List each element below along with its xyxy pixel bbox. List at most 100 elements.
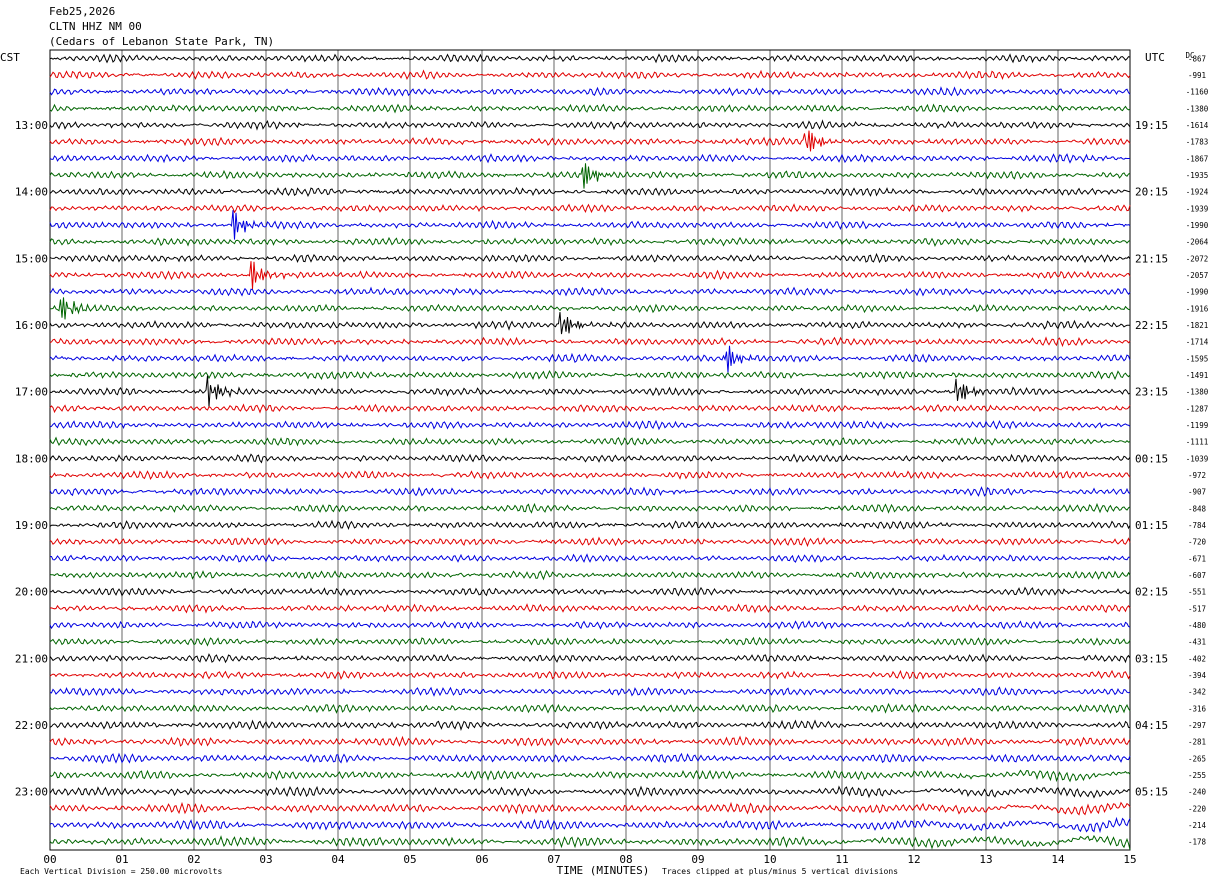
- trace-line: [49, 236, 1131, 247]
- trace-line: [49, 636, 1131, 647]
- trace-line: [49, 702, 1131, 714]
- trace-line: [49, 252, 1131, 264]
- trace-line: [49, 719, 1131, 732]
- x-axis-title: TIME (MINUTES): [557, 864, 650, 877]
- dc-offset-label: -1939: [1186, 204, 1209, 213]
- trace-line: [49, 603, 1131, 614]
- dc-offset-label: -265: [1188, 754, 1206, 763]
- dc-offset-label: -907: [1188, 488, 1206, 497]
- dc-offset-label: -1380: [1186, 104, 1209, 113]
- dc-offset-label: -402: [1188, 654, 1206, 663]
- trace-line: [49, 261, 1131, 290]
- dc-offset-label: -720: [1188, 538, 1207, 547]
- trace-line: [49, 130, 1131, 152]
- plot-header: Feb25,2026 CLTN HHZ NM 00 (Cedars of Leb…: [49, 4, 274, 49]
- trace-line: [49, 210, 1131, 240]
- trace-line: [49, 470, 1131, 481]
- utc-hour-label: 03:15: [1135, 652, 1168, 665]
- dc-offset-label: -1199: [1186, 421, 1209, 430]
- trace-line: [49, 203, 1131, 214]
- trace-line: [50, 553, 1131, 563]
- utc-hour-label: 19:15: [1135, 119, 1168, 132]
- trace-line: [49, 569, 1131, 581]
- trace-line: [49, 816, 1131, 834]
- dc-offset-label: -297: [1188, 721, 1206, 730]
- dc-offset-label: -220: [1188, 804, 1207, 813]
- trace-line: [49, 653, 1131, 664]
- dc-offset-label: -2064: [1186, 238, 1209, 247]
- trace-line: [49, 735, 1131, 748]
- dc-offset-label: -1039: [1186, 454, 1209, 463]
- trace-line: [49, 103, 1131, 114]
- utc-hour-label: 00:15: [1135, 452, 1168, 465]
- dc-offset-label: -431: [1188, 638, 1206, 647]
- dc-offset-label: -1821: [1186, 321, 1209, 330]
- x-tick-label: 02: [187, 853, 200, 866]
- dc-offset-label: -784: [1188, 521, 1207, 530]
- trace-line: [49, 286, 1131, 297]
- trace-line: [49, 312, 1131, 335]
- trace-line: [49, 669, 1131, 680]
- cst-hour-label: 14:00: [15, 186, 48, 199]
- trace-line: [49, 375, 1131, 408]
- cst-hour-label: 21:00: [15, 652, 48, 665]
- x-tick-label: 03: [259, 853, 272, 866]
- trace-line: [50, 586, 1131, 597]
- dc-offset-label: -972: [1188, 471, 1206, 480]
- dc-offset-label: -991: [1188, 71, 1206, 80]
- trace-line: [49, 686, 1131, 697]
- x-tick-label: 10: [763, 853, 776, 866]
- dc-offset-label: -1491: [1186, 371, 1209, 380]
- x-tick-label: 12: [907, 853, 920, 866]
- utc-hour-label: 20:15: [1135, 186, 1168, 199]
- dc-offset-label: -281: [1188, 738, 1206, 747]
- station-label: CLTN HHZ NM 00: [49, 20, 142, 33]
- x-tick-label: 09: [691, 853, 704, 866]
- trace-line: [49, 536, 1131, 548]
- trace-line: [49, 69, 1131, 80]
- clipping-note: Traces clipped at plus/minus 5 vertical …: [662, 867, 898, 876]
- x-tick-label: 13: [979, 853, 992, 866]
- x-tick-label: 07: [547, 853, 560, 866]
- trace-line: [49, 486, 1131, 497]
- utc-hour-label: 21:15: [1135, 252, 1168, 265]
- cst-hour-label: 16:00: [15, 319, 48, 332]
- utc-hour-label: 22:15: [1135, 319, 1168, 332]
- trace-line: [49, 119, 1131, 131]
- trace-line: [49, 403, 1131, 414]
- x-tick-label: 08: [619, 853, 632, 866]
- trace-line: [49, 297, 1131, 320]
- dc-offset-label: -1714: [1186, 338, 1209, 347]
- trace-line: [49, 801, 1131, 816]
- x-tick-label: 11: [835, 853, 848, 866]
- utc-hour-label: 01:15: [1135, 519, 1168, 532]
- trace-line: [49, 345, 1131, 373]
- dc-offset-label: -1111: [1186, 438, 1209, 447]
- utc-hour-label: 04:15: [1135, 719, 1168, 732]
- trace-line: [49, 163, 1131, 189]
- x-tick-label: 04: [331, 853, 345, 866]
- vertical-division-note: Each Vertical Division = 250.00 microvol…: [20, 867, 222, 876]
- dc-offset-label: -1287: [1186, 404, 1209, 413]
- dc-offset-label: -671: [1188, 554, 1206, 563]
- trace-line: [49, 186, 1131, 197]
- trace-line: [49, 620, 1131, 630]
- date-label: Feb25,2026: [49, 5, 116, 18]
- dc-offset-label: -1614: [1186, 121, 1209, 130]
- dc-offset-label: -1990: [1186, 288, 1209, 297]
- dc-offset-label: -607: [1188, 571, 1206, 580]
- dc-offset-label: -848: [1188, 504, 1207, 513]
- cst-hour-label: 18:00: [15, 452, 48, 465]
- dc-offset-label: -480: [1188, 621, 1207, 630]
- dc-offset-label: -1160: [1186, 88, 1209, 97]
- dc-offset-label: -342: [1188, 688, 1206, 697]
- trace-line: [49, 785, 1131, 799]
- cst-hour-label: 15:00: [15, 252, 48, 265]
- x-tick-label: 06: [475, 853, 488, 866]
- x-tick-label: 15: [1123, 853, 1136, 866]
- cst-hour-label: 22:00: [15, 719, 48, 732]
- dc-offset-label: -2057: [1186, 271, 1209, 280]
- utc-hour-label: 23:15: [1135, 386, 1168, 399]
- trace-line: [49, 153, 1130, 164]
